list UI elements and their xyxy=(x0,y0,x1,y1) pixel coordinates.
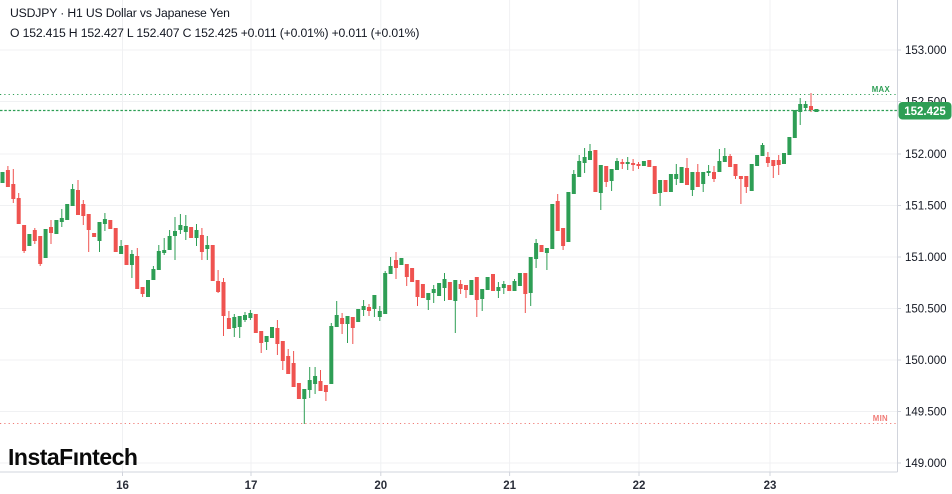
svg-text:16: 16 xyxy=(116,480,129,492)
svg-text:151.000: 151.000 xyxy=(905,252,947,264)
svg-text:150.500: 150.500 xyxy=(905,304,947,316)
svg-text:152.000: 152.000 xyxy=(905,149,947,161)
svg-text:149.000: 149.000 xyxy=(905,458,947,470)
svg-text:22: 22 xyxy=(633,480,646,492)
svg-text:150.000: 150.000 xyxy=(905,355,947,367)
svg-text:23: 23 xyxy=(764,480,777,492)
svg-text:151.500: 151.500 xyxy=(905,201,947,213)
svg-text:153.000: 153.000 xyxy=(905,45,947,57)
svg-text:MIN: MIN xyxy=(873,414,888,423)
svg-text:149.500: 149.500 xyxy=(905,407,947,419)
svg-text:17: 17 xyxy=(245,480,258,492)
svg-text:MAX: MAX xyxy=(872,85,891,94)
svg-text:21: 21 xyxy=(503,480,516,492)
svg-text:152.425: 152.425 xyxy=(904,106,946,118)
svg-text:20: 20 xyxy=(374,480,387,492)
